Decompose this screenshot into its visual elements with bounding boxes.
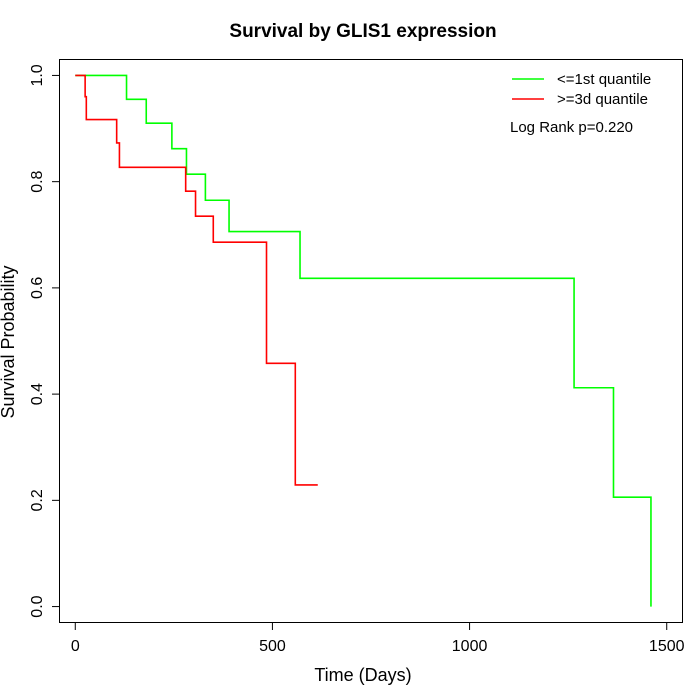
x-tick-label: 1500 [649,638,685,655]
plot-frame [59,59,683,623]
log-rank-annotation: Log Rank p=0.220 [510,119,633,136]
y-tick-label: 0.4 [29,383,46,405]
x-tick-label: 0 [71,638,80,655]
x-tick-label: 500 [259,638,286,655]
series-layer [75,74,652,607]
x-axis: 0 500 1000 1500 [71,622,685,655]
y-tick-label: 0.2 [29,489,46,511]
x-axis-label: Time (Days) [314,665,411,685]
legend-label: >=3d quantile [557,91,648,108]
y-axis-label: Survival Probability [0,265,18,418]
chart-title: Survival by GLIS1 expression [229,21,496,42]
y-tick-label: 0.0 [29,595,46,617]
y-tick-label: 0.8 [29,170,46,192]
series-line-1 [75,74,318,486]
y-axis: 0.0 0.2 0.4 0.6 0.8 1.0 [29,64,60,618]
legend-label: <=1st quantile [557,71,651,88]
series-line-0 [75,74,652,607]
y-tick-label: 1.0 [29,64,46,86]
y-tick-label: 0.6 [29,277,46,299]
legend: <=1st quantile >=3d quantile [512,71,651,108]
x-tick-label: 1000 [452,638,488,655]
